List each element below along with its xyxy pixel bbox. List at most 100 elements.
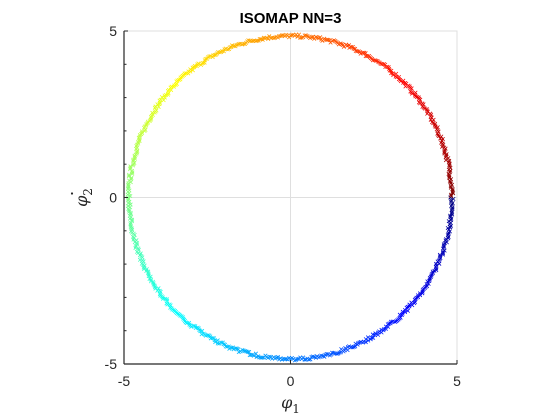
- tick-marks: [123, 30, 458, 365]
- data-point: [143, 127, 148, 132]
- data-point: [234, 42, 239, 48]
- x-tick-label: -5: [118, 373, 131, 389]
- data-point: [383, 326, 388, 331]
- data-point: [144, 123, 149, 128]
- data-point: [133, 244, 138, 249]
- data-point: [288, 33, 293, 38]
- data-point: [277, 357, 282, 362]
- data-point: [405, 308, 410, 313]
- data-point: [126, 172, 132, 177]
- data-point: [404, 305, 409, 310]
- data-point: [415, 293, 421, 298]
- data-point: [403, 84, 408, 89]
- data-point: [410, 91, 415, 96]
- data-point: [362, 50, 367, 55]
- data-point: [219, 340, 224, 345]
- data-point: [241, 41, 246, 47]
- data-point: [247, 353, 252, 358]
- data-point: [257, 36, 262, 42]
- data-point: [450, 212, 455, 217]
- data-point: [136, 141, 141, 146]
- x-tick-label: 5: [453, 373, 461, 389]
- data-point: [152, 285, 158, 290]
- data-point: [435, 125, 440, 130]
- data-point: [279, 33, 285, 38]
- data-point: [434, 266, 439, 271]
- data-point: [196, 61, 201, 66]
- data-point: [258, 355, 263, 360]
- data-point: [229, 345, 234, 350]
- data-point: [409, 86, 414, 91]
- data-point: [358, 339, 364, 345]
- data-point: [353, 344, 358, 349]
- data-point: [448, 213, 453, 218]
- data-point: [128, 202, 133, 207]
- data-point: [447, 174, 452, 179]
- data-point: [207, 333, 212, 338]
- y-axis-label-symbol: φ: [72, 195, 91, 207]
- data-point: [304, 357, 309, 362]
- data-point: [443, 158, 449, 163]
- data-point: [217, 341, 222, 346]
- y-tick-label: 0: [109, 190, 117, 206]
- data-point: [380, 61, 385, 67]
- x-axis-label-symbol: φ: [281, 393, 293, 412]
- data-point: [295, 34, 300, 39]
- data-point: [188, 67, 193, 72]
- data-point: [128, 212, 133, 217]
- data-point: [451, 191, 456, 196]
- data-point: [435, 259, 440, 264]
- data-point: [444, 152, 449, 157]
- x-axis-label-subscript: 1: [292, 402, 300, 416]
- data-point: [448, 184, 453, 189]
- data-point: [142, 266, 147, 271]
- data-point: [449, 198, 454, 203]
- data-point: [331, 350, 336, 355]
- data-point: [127, 209, 132, 214]
- y-axis-label-dot: [70, 192, 74, 195]
- data-point: [437, 261, 442, 266]
- data-point: [129, 227, 135, 232]
- data-point: [437, 252, 442, 257]
- data-point: [212, 52, 217, 58]
- data-point: [215, 341, 220, 346]
- data-point: [440, 250, 446, 256]
- data-point: [230, 345, 236, 350]
- data-point: [431, 117, 436, 122]
- data-point: [129, 177, 134, 182]
- data-point: [366, 338, 371, 343]
- data-point: [249, 352, 254, 358]
- data-point: [156, 104, 161, 109]
- data-point: [211, 336, 217, 341]
- data-point: [420, 289, 425, 294]
- data-point: [132, 155, 137, 160]
- data-point: [447, 163, 452, 168]
- data-point: [203, 56, 208, 61]
- data-point: [255, 38, 260, 43]
- data-point: [137, 134, 143, 139]
- data-point: [147, 276, 152, 281]
- data-point: [296, 356, 302, 361]
- data-point: [131, 159, 136, 164]
- data-point: [379, 330, 384, 335]
- data-point: [217, 50, 222, 55]
- data-point: [370, 332, 375, 337]
- data-point: [397, 312, 402, 317]
- data-point: [429, 272, 434, 277]
- data-point: [373, 58, 379, 63]
- data-point: [128, 164, 133, 169]
- data-point: [449, 194, 454, 199]
- data-point: [318, 35, 323, 40]
- tick-labels: -5 0 5 -5 0 5: [105, 23, 462, 389]
- data-point: [128, 222, 133, 227]
- data-point: [363, 54, 368, 59]
- data-point: [201, 60, 206, 65]
- data-point: [441, 142, 446, 147]
- data-point: [441, 243, 446, 248]
- data-point: [368, 337, 373, 342]
- data-point: [338, 350, 343, 355]
- y-tick-label: 5: [109, 23, 117, 39]
- chart-title: ISOMAP NN=3: [240, 10, 342, 27]
- y-label-dot-mark: [70, 192, 74, 195]
